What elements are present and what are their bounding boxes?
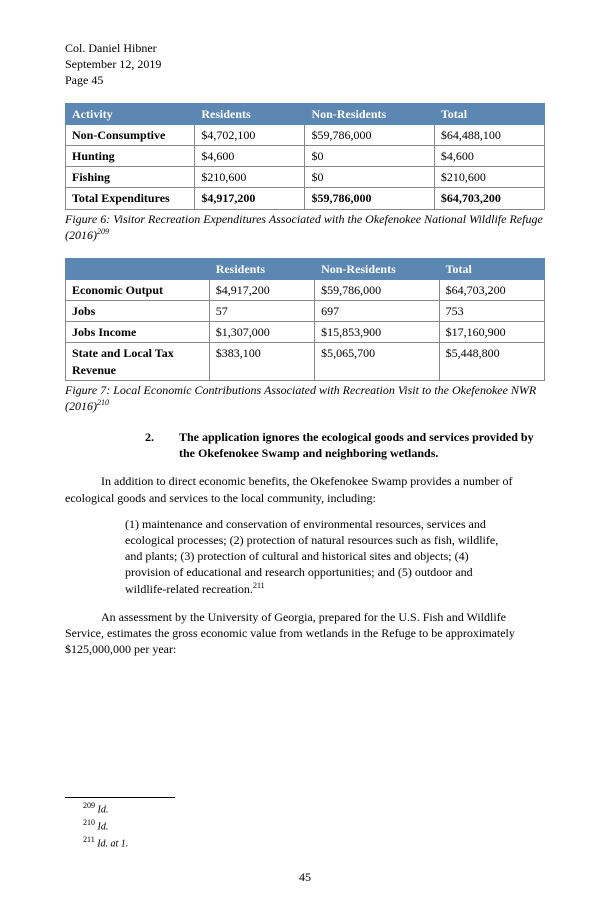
body-para-1: In addition to direct economic benefits,…	[65, 473, 545, 505]
t2-h2: Non-Residents	[315, 258, 440, 279]
footnote: 209 Id.	[83, 801, 545, 817]
t1-h2: Non-Residents	[305, 103, 434, 124]
table-row: Economic Output $4,917,200 $59,786,000 $…	[66, 279, 545, 300]
letter-date: September 12, 2019	[65, 56, 545, 72]
table-row: State and Local Tax Revenue $383,100 $5,…	[66, 343, 545, 380]
footnote: 211 Id. at 1.	[83, 835, 545, 851]
footnote-rule	[65, 797, 175, 798]
section-heading: 2. The application ignores the ecologica…	[145, 429, 545, 461]
body-para-2: An assessment by the University of Georg…	[65, 609, 545, 658]
t2-h0	[66, 258, 210, 279]
table-row: Jobs 57 697 753	[66, 301, 545, 322]
footnotes: 209 Id. 210 Id. 211 Id. at 1.	[65, 797, 545, 850]
page-label: Page 45	[65, 72, 545, 88]
t2-h3: Total	[439, 258, 544, 279]
page-number: 45	[65, 869, 545, 885]
section-number: 2.	[145, 429, 179, 461]
table-row: Total Expenditures $4,917,200 $59,786,00…	[66, 188, 545, 209]
section-title: The application ignores the ecological g…	[179, 429, 545, 461]
economic-contrib-table: Residents Non-Residents Total Economic O…	[65, 258, 545, 381]
recipient-name: Col. Daniel Hibner	[65, 40, 545, 56]
t1-h1: Residents	[195, 103, 305, 124]
t1-h3: Total	[434, 103, 544, 124]
t2-h1: Residents	[209, 258, 314, 279]
footnote: 210 Id.	[83, 818, 545, 834]
t1-h0: Activity	[66, 103, 195, 124]
figure7-caption: Figure 7: Local Economic Contributions A…	[65, 383, 545, 415]
table-row: Hunting $4,600 $0 $4,600	[66, 145, 545, 166]
expenditures-table: Activity Residents Non-Residents Total N…	[65, 103, 545, 210]
table-row: Fishing $210,600 $0 $210,600	[66, 167, 545, 188]
letter-header: Col. Daniel Hibner September 12, 2019 Pa…	[65, 40, 545, 89]
block-quote: (1) maintenance and conservation of envi…	[125, 516, 515, 597]
table-row: Jobs Income $1,307,000 $15,853,900 $17,1…	[66, 322, 545, 343]
figure6-caption: Figure 6: Visitor Recreation Expenditure…	[65, 212, 545, 244]
table-row: Non-Consumptive $4,702,100 $59,786,000 $…	[66, 124, 545, 145]
